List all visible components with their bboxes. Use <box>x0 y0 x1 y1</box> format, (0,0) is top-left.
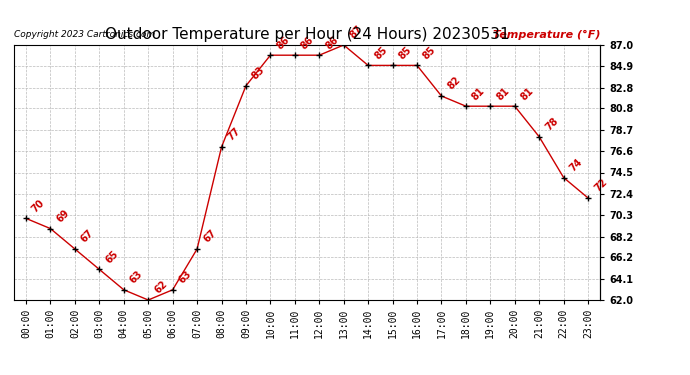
Title: Outdoor Temperature per Hour (24 Hours) 20230531: Outdoor Temperature per Hour (24 Hours) … <box>105 27 509 42</box>
Text: 81: 81 <box>470 86 486 102</box>
Text: 69: 69 <box>55 208 71 224</box>
Text: 77: 77 <box>226 126 242 143</box>
Text: Copyright 2023 Cartronics.com: Copyright 2023 Cartronics.com <box>14 30 155 39</box>
Text: 85: 85 <box>397 45 413 61</box>
Text: 72: 72 <box>592 177 609 194</box>
Text: 62: 62 <box>152 279 169 296</box>
Text: 63: 63 <box>128 269 144 286</box>
Text: 70: 70 <box>30 198 47 214</box>
Text: 67: 67 <box>79 228 96 245</box>
Text: 85: 85 <box>421 45 438 61</box>
Text: 83: 83 <box>250 65 267 82</box>
Text: 85: 85 <box>373 45 389 61</box>
Text: 82: 82 <box>446 75 462 92</box>
Text: Temperature (°F): Temperature (°F) <box>493 30 600 40</box>
Text: 81: 81 <box>495 86 511 102</box>
Text: 81: 81 <box>519 86 535 102</box>
Text: 74: 74 <box>568 157 584 173</box>
Text: 65: 65 <box>104 249 120 265</box>
Text: 67: 67 <box>201 228 218 245</box>
Text: 86: 86 <box>324 34 340 51</box>
Text: 78: 78 <box>543 116 560 133</box>
Text: 86: 86 <box>299 34 316 51</box>
Text: 63: 63 <box>177 269 193 286</box>
Text: 86: 86 <box>275 34 291 51</box>
Text: 87: 87 <box>348 24 364 41</box>
